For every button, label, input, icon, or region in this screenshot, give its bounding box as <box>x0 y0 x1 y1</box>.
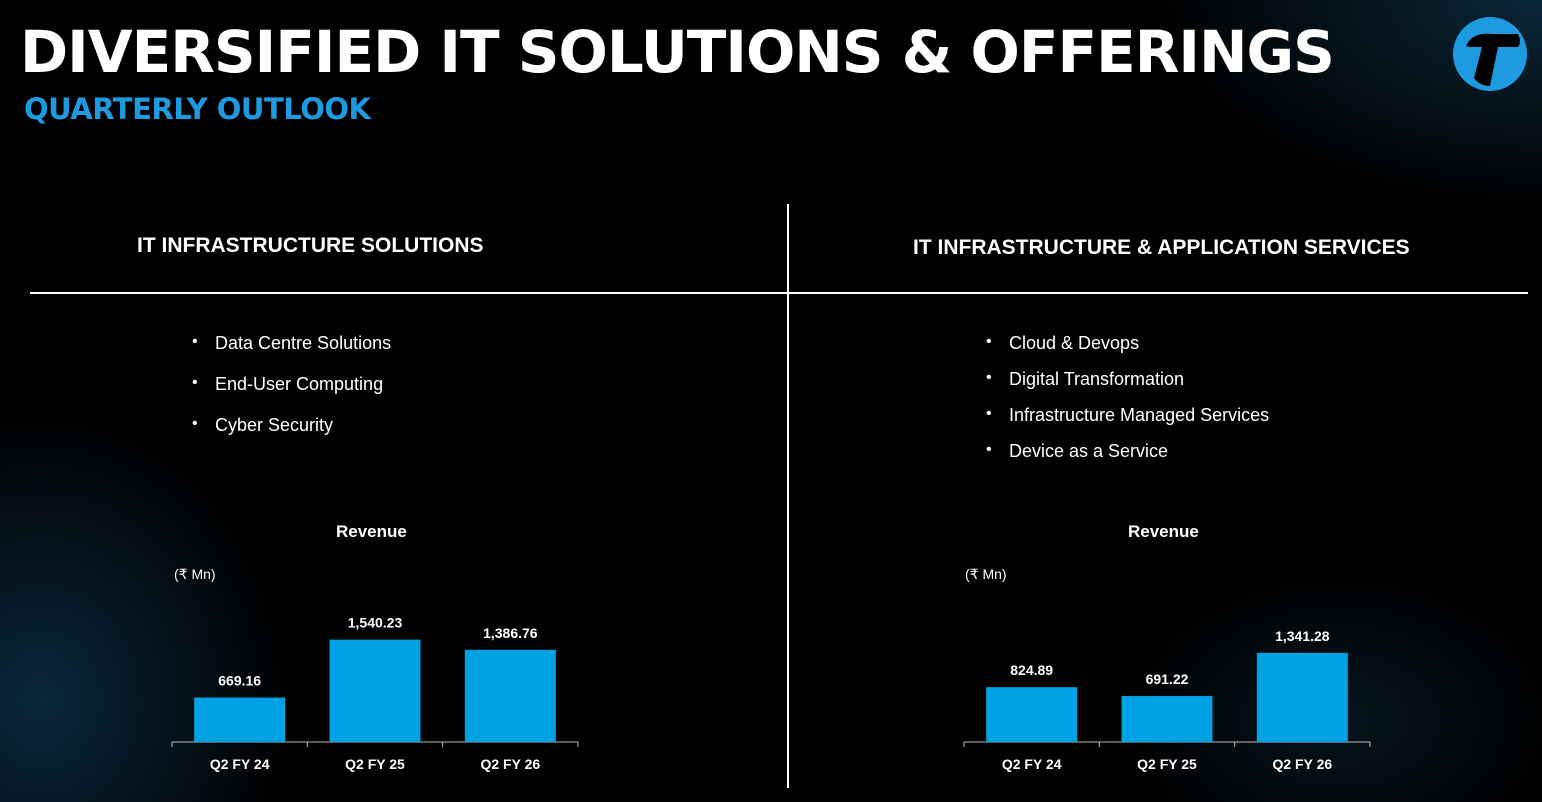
bar <box>1121 696 1213 742</box>
bullet-item: Data Centre Solutions <box>192 333 391 374</box>
bar <box>464 649 556 742</box>
vertical-divider <box>787 204 789 788</box>
bar <box>1256 652 1348 742</box>
left-section-heading: IT INFRASTRUCTURE SOLUTIONS <box>137 234 484 257</box>
bar <box>194 697 286 742</box>
x-tick-label: Q2 FY 25 <box>345 756 405 772</box>
bar <box>986 687 1078 742</box>
right-chart-unit: (₹ Mn) <box>965 566 1007 582</box>
page-title: DIVERSIFIED IT SOLUTIONS & OFFERINGS <box>20 18 1335 86</box>
bullet-item: Device as a Service <box>986 441 1269 477</box>
right-bullet-list: Cloud & Devops Digital Transformation In… <box>986 333 1269 477</box>
bar <box>329 639 421 742</box>
data-label: 1,341.28 <box>1275 628 1330 644</box>
bullet-item: Digital Transformation <box>986 369 1269 405</box>
data-label: 824.89 <box>1010 662 1053 678</box>
left-bullet-list: Data Centre Solutions End-User Computing… <box>192 333 391 456</box>
left-chart-unit: (₹ Mn) <box>174 566 216 582</box>
horizontal-divider <box>30 292 1528 294</box>
logo-mark <box>1466 33 1520 86</box>
page-subtitle: QUARTERLY OUTLOOK <box>24 92 371 126</box>
data-label: 1,540.23 <box>348 615 403 631</box>
x-tick-label: Q2 FY 26 <box>1272 756 1332 772</box>
bullet-item: Cyber Security <box>192 415 391 456</box>
right-section-heading: IT INFRASTRUCTURE & APPLICATION SERVICES <box>913 236 1410 259</box>
data-label: 1,386.76 <box>483 625 538 641</box>
data-label: 691.22 <box>1146 671 1189 687</box>
data-label: 669.16 <box>218 673 261 689</box>
bullet-item: Cloud & Devops <box>986 333 1269 369</box>
x-tick-label: Q2 FY 25 <box>1137 756 1197 772</box>
x-tick-label: Q2 FY 24 <box>1002 756 1062 772</box>
right-chart-title: Revenue <box>1128 522 1199 541</box>
x-tick-label: Q2 FY 26 <box>480 756 540 772</box>
x-tick-label: Q2 FY 24 <box>210 756 270 772</box>
bullet-item: Infrastructure Managed Services <box>986 405 1269 441</box>
brand-logo-icon <box>1453 17 1527 91</box>
left-chart-title: Revenue <box>336 522 407 541</box>
bullet-item: End-User Computing <box>192 374 391 415</box>
